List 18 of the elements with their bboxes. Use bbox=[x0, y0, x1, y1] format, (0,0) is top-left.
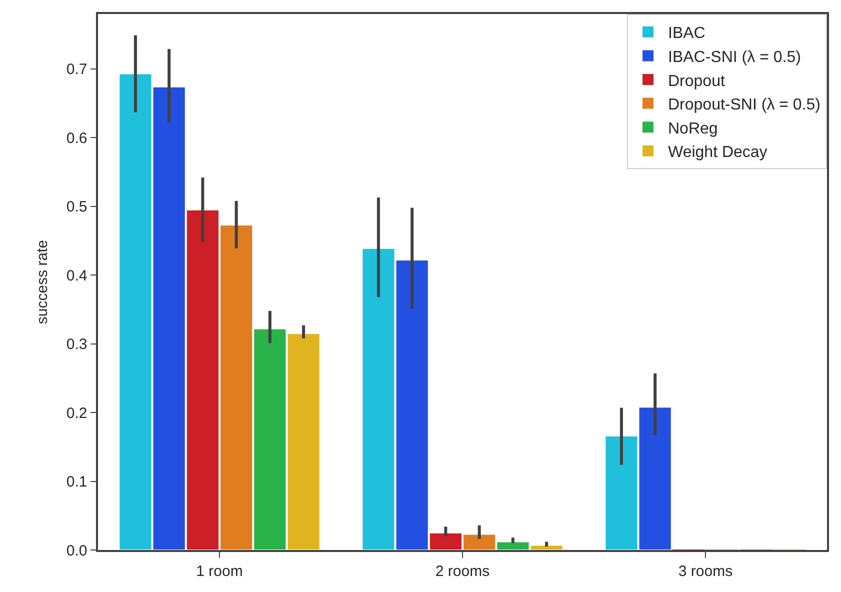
y-tick-label: 0.1 bbox=[66, 474, 88, 491]
legend-label: IBAC bbox=[668, 25, 706, 42]
legend-label: Dropout-SNI (λ = 0.5) bbox=[668, 96, 820, 114]
legend-label: NoReg bbox=[668, 120, 718, 138]
y-tick-label: 0.4 bbox=[66, 267, 88, 284]
legend-label: Weight Decay bbox=[668, 144, 768, 162]
y-tick-label: 0.6 bbox=[66, 130, 88, 147]
y-tick-label: 0.2 bbox=[66, 404, 88, 422]
y-axis-title: success rate bbox=[34, 240, 52, 324]
y-tick-label: 0.3 bbox=[66, 336, 88, 354]
x-tick-label: 1 room bbox=[196, 562, 243, 580]
y-tick-label: 0.7 bbox=[66, 61, 88, 78]
x-tick-label: 2 rooms bbox=[435, 562, 490, 580]
x-tick-label: 3 rooms bbox=[678, 562, 733, 580]
legend-label: Dropout bbox=[668, 72, 726, 90]
y-tick-label: 0.0 bbox=[66, 542, 88, 560]
legend-label: IBAC-SNI (λ = 0.5) bbox=[668, 48, 801, 66]
y-tick-label: 0.5 bbox=[66, 198, 88, 216]
